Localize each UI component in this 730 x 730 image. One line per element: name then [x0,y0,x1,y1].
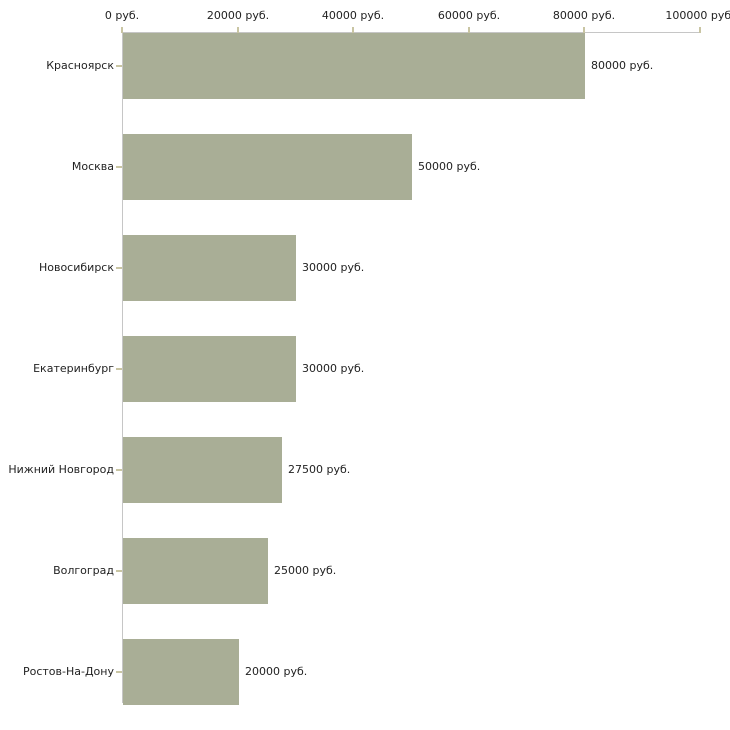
category-tick [116,65,122,67]
y-axis-line [122,32,123,703]
category-label: Ростов-На-Дону [22,665,114,678]
category-label: Москва [71,160,114,173]
bar-value-label: 50000 руб. [418,160,481,173]
x-axis-tick [699,27,701,33]
bar [123,437,282,503]
category-label: Волгоград [53,564,114,577]
x-axis-tick-label: 80000 руб. [552,9,616,22]
bar [123,235,296,301]
category-label: Екатеринбург [33,362,114,375]
bar-value-label: 25000 руб. [274,564,337,577]
x-axis-tick [583,27,585,33]
bar [123,336,296,402]
x-axis-tick [468,27,470,33]
category-label: Новосибирск [38,261,114,274]
category-tick [116,469,122,471]
x-axis-tick [237,27,239,33]
x-axis-tick-label: 40000 руб. [321,9,385,22]
bar-value-label: 27500 руб. [288,463,351,476]
bar [123,639,239,705]
x-axis-tick-label: 20000 руб. [206,9,270,22]
bar [123,33,585,99]
category-tick [116,166,122,168]
bar-value-label: 30000 руб. [302,261,365,274]
bar [123,538,268,604]
category-tick [116,570,122,572]
bar-value-label: 20000 руб. [245,665,308,678]
bar-value-label: 80000 руб. [591,59,654,72]
bar [123,134,412,200]
x-axis-tick-label: 100000 руб. [665,9,730,22]
x-axis-tick-label: 60000 руб. [437,9,501,22]
x-axis-tick [352,27,354,33]
x-axis-line [122,32,700,33]
category-tick [116,671,122,673]
category-label: Красноярск [46,59,114,72]
category-tick [116,267,122,269]
x-axis-tick-label: 0 руб. [104,9,140,22]
bar-value-label: 30000 руб. [302,362,365,375]
category-label: Нижний Новгород [8,463,114,476]
x-axis-tick [121,27,123,33]
category-tick [116,368,122,370]
